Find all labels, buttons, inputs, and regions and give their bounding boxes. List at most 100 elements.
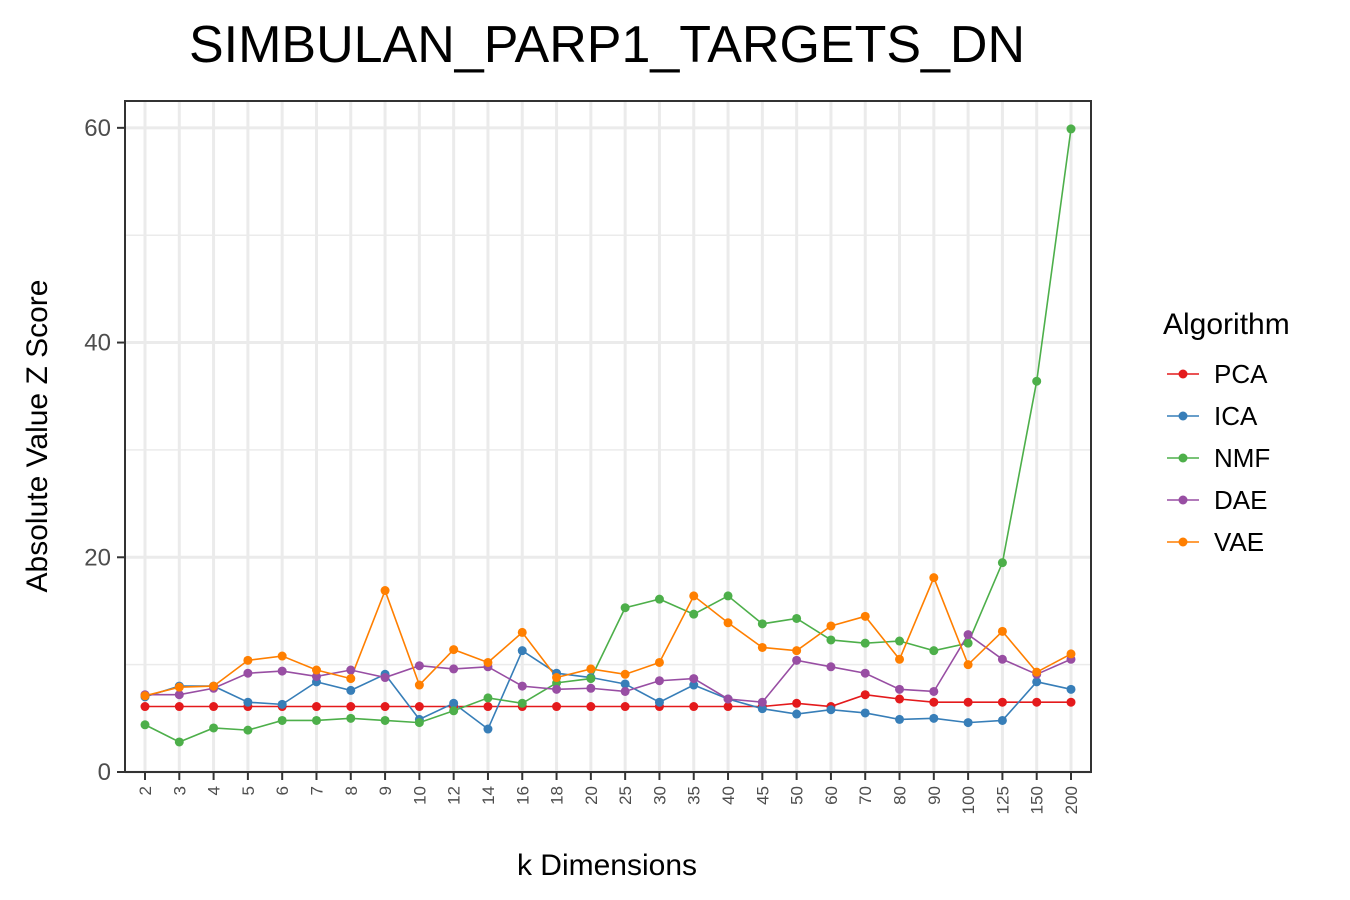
x-tick-label: 90 xyxy=(925,786,944,805)
x-tick-label: 45 xyxy=(753,786,772,805)
data-point-pca xyxy=(723,702,733,712)
data-point-dae xyxy=(346,665,356,675)
x-tick-label: 70 xyxy=(856,786,875,805)
data-point-pca xyxy=(792,698,802,708)
data-point-pca xyxy=(174,702,184,712)
data-point-ica xyxy=(757,704,767,714)
series-line-dae xyxy=(145,633,1072,704)
data-point-vae xyxy=(140,691,150,701)
data-point-dae xyxy=(654,676,664,686)
legend-label-pca: PCA xyxy=(1214,359,1268,389)
data-point-pca xyxy=(483,702,493,712)
data-point-vae xyxy=(311,665,321,675)
data-point-ica xyxy=(620,679,630,689)
data-point-vae xyxy=(449,645,459,655)
data-point-nmf xyxy=(860,638,870,648)
legend-label-dae: DAE xyxy=(1214,485,1267,515)
x-tick-label: 7 xyxy=(307,786,326,795)
data-point-vae xyxy=(517,627,527,637)
y-tick-label: 20 xyxy=(84,544,111,571)
data-point-ica xyxy=(997,715,1007,725)
data-point-dae xyxy=(723,694,733,704)
data-point-vae xyxy=(277,651,287,661)
data-point-pca xyxy=(140,702,150,712)
data-point-nmf xyxy=(792,613,802,623)
data-point-pca xyxy=(689,702,699,712)
data-point-dae xyxy=(277,666,287,676)
data-point-nmf xyxy=(997,558,1007,568)
data-point-vae xyxy=(243,655,253,665)
data-point-vae xyxy=(414,680,424,690)
x-tick-label: 3 xyxy=(170,786,189,795)
data-point-nmf xyxy=(689,609,699,619)
data-point-nmf xyxy=(209,723,219,733)
data-point-dae xyxy=(929,686,939,696)
x-tick-label: 9 xyxy=(376,786,395,795)
series-line-ica xyxy=(144,649,1072,731)
data-point-nmf xyxy=(311,715,321,725)
legend-key-point xyxy=(1178,495,1188,505)
data-point-pca xyxy=(552,702,562,712)
x-tick-label: 4 xyxy=(205,786,224,795)
data-point-pca xyxy=(860,690,870,700)
data-point-vae xyxy=(723,618,733,628)
data-point-pca xyxy=(997,697,1007,707)
x-tick-label: 80 xyxy=(891,786,910,805)
data-point-nmf xyxy=(654,594,664,604)
legend-label-ica: ICA xyxy=(1214,401,1258,431)
series-points xyxy=(140,124,1076,747)
data-point-vae xyxy=(209,681,219,691)
data-point-dae xyxy=(997,654,1007,664)
data-point-vae xyxy=(380,586,390,596)
data-point-dae xyxy=(243,668,253,678)
data-point-vae xyxy=(895,654,905,664)
data-point-pca xyxy=(1032,697,1042,707)
data-point-vae xyxy=(586,664,596,674)
x-tick-label: 6 xyxy=(273,786,292,795)
chart-title: SIMBULAN_PARP1_TARGETS_DN xyxy=(189,16,1025,74)
data-point-nmf xyxy=(895,636,905,646)
legend-key-point xyxy=(1178,369,1188,379)
x-tick-label: 18 xyxy=(548,786,567,805)
x-axis: 2 3 4 5 6 7 8 9 10 12 14 16 18 20 25 30 35 40 45 50 60 70 80 90… xyxy=(136,772,1081,814)
data-point-nmf xyxy=(140,720,150,730)
x-tick-label: 14 xyxy=(479,786,498,805)
data-point-vae xyxy=(654,657,664,667)
x-tick-label: 30 xyxy=(650,786,669,805)
series-line-nmf xyxy=(144,128,1072,743)
x-tick-label: 25 xyxy=(616,786,635,805)
x-tick-label: 2 xyxy=(136,786,155,795)
data-point-nmf xyxy=(243,725,253,735)
x-tick-label: 50 xyxy=(788,786,807,805)
data-point-nmf xyxy=(449,706,459,716)
data-point-ica xyxy=(449,698,459,708)
data-point-dae xyxy=(620,686,630,696)
data-point-nmf xyxy=(517,698,527,708)
x-tick-label: 12 xyxy=(445,786,464,805)
legend: Algorithm PCA ICA NMF DAE VAE xyxy=(1163,308,1290,557)
x-tick-label: 20 xyxy=(582,786,601,805)
data-point-nmf xyxy=(586,674,596,684)
data-point-pca xyxy=(963,697,973,707)
minor-gridlines xyxy=(125,234,1091,666)
data-point-nmf xyxy=(380,715,390,725)
data-point-pca xyxy=(414,702,424,712)
data-point-nmf xyxy=(826,635,836,645)
x-tick-label: 125 xyxy=(993,786,1012,814)
data-point-pca xyxy=(209,702,219,712)
data-point-vae xyxy=(689,591,699,601)
data-point-dae xyxy=(449,664,459,674)
data-point-vae xyxy=(1066,649,1076,659)
data-point-ica xyxy=(792,709,802,719)
data-point-ica xyxy=(517,646,527,656)
data-point-pca xyxy=(1066,697,1076,707)
panel-border xyxy=(124,100,1092,773)
data-point-pca xyxy=(311,702,321,712)
data-point-dae xyxy=(380,673,390,683)
legend-key-point xyxy=(1178,411,1188,421)
data-point-nmf xyxy=(174,737,184,747)
data-point-dae xyxy=(311,671,321,681)
data-point-nmf xyxy=(929,646,939,656)
data-point-vae xyxy=(757,642,767,652)
